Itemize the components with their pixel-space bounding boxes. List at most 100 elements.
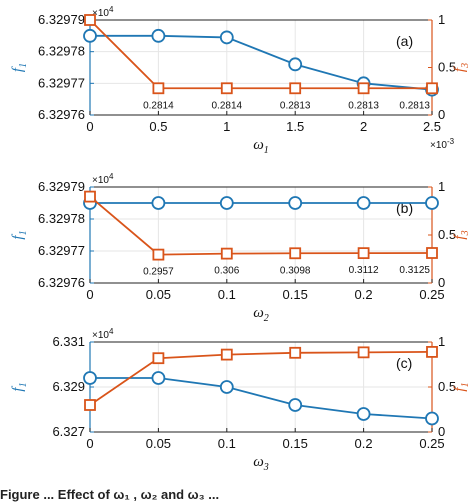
panel-3-series-1-point	[83, 371, 97, 385]
panel-1-label: (a)	[396, 33, 413, 49]
panel-1-data-label: 0.2813	[280, 100, 311, 111]
panel-2-xtick-label: 0.15	[283, 287, 308, 302]
panel-1-series-2-point	[84, 14, 96, 26]
panel-1-xtick-label: 0.5	[149, 119, 167, 134]
panel-2-series-2-point	[426, 247, 438, 259]
panel-1-xtick-label: 2.5	[423, 119, 441, 134]
panel-1-ytick-right-label: 1	[438, 12, 445, 27]
panel-1-series-2-line	[89, 19, 432, 90]
panel-2-xtick-label: 0.05	[146, 287, 171, 302]
panel-1-ytick-left-label: 6.32979	[38, 12, 85, 27]
panel-3-ytick-left-label: 6.327	[52, 424, 85, 439]
panel-2-series-1-point	[219, 196, 234, 210]
panel-1-xlabel: ω1	[253, 137, 269, 156]
panel-3-xlabel: ω3	[253, 454, 269, 473]
panel-3-series-1-point	[288, 398, 303, 412]
panel-2-series-1-point	[425, 196, 439, 210]
panel-3-series-1-point	[219, 380, 234, 394]
panel-2-xtick-label: 0	[86, 287, 93, 302]
panel-2-series-2-point	[357, 247, 370, 260]
panel-2-ytick-right-label: 0.5	[438, 227, 456, 242]
panel-1-series-2-point	[357, 82, 370, 95]
panel-3-xtick-label: 0.15	[283, 436, 308, 451]
panel-3-series-2-point	[152, 352, 165, 365]
panel-2-ytick-left-label: 6.32979	[38, 179, 85, 194]
panel-3-ylabel-left: f1	[10, 382, 29, 391]
panel-1-ylabel-left: f1	[10, 63, 29, 72]
panel-1-series-1-line	[90, 34, 433, 91]
panel-1-series-2-point	[220, 82, 233, 95]
panel-2-series-2-point	[152, 248, 165, 261]
panel-1-series-2-point	[426, 82, 438, 95]
panel-3-series-2-point	[426, 345, 438, 358]
panel-1-xtick-label: 1	[223, 119, 230, 134]
panel-3-y-exponent: ×104	[92, 327, 114, 341]
panel-2-series-1-point	[356, 196, 371, 210]
panel-2-ylabel-right: f3	[452, 230, 471, 239]
panel-3-series-2-point	[220, 348, 233, 361]
figure-caption: Figure ... Effect of ω₁ , ω₂ and ω₃ ...	[0, 487, 219, 502]
panel-2-series-2-point	[84, 190, 96, 203]
panel-3-xtick-label: 0.1	[218, 436, 236, 451]
panel-1-series-2-point	[152, 82, 165, 95]
panel-2-ytick-right-label: 0	[438, 275, 445, 290]
panel-2-series-2-line	[89, 195, 433, 256]
panel-1-ylabel-right: f3	[452, 63, 471, 72]
panel-2-ytick-left-label: 6.32976	[38, 275, 85, 290]
panel-1-series-2-point	[289, 82, 302, 95]
panel-1-xtick-label: 0	[86, 119, 93, 134]
panel-2-data-label: 0.3112	[349, 265, 379, 276]
panel-2-ytick-left-label: 6.32978	[38, 211, 85, 226]
panel-1-ytick-right-label: 0	[438, 107, 445, 122]
panel-1-data-label: 0.2814	[212, 100, 243, 111]
panel-1-xtick-label: 2	[360, 119, 367, 134]
panel-2-data-label: 0.3098	[280, 265, 311, 276]
panel-1-series-1-point	[219, 30, 234, 45]
panel-3-ytick-right-label: 0.5	[438, 379, 456, 394]
panel-1-series-1-point	[83, 28, 97, 43]
panel-1-xtick-label: 1.5	[286, 119, 304, 134]
panel-3-series-1-point	[356, 407, 371, 421]
panel-3-ytick-left-label: 6.331	[52, 334, 85, 349]
panel-3-series-1-point	[425, 411, 439, 426]
panel-1-ytick-left-label: 6.32978	[38, 44, 85, 59]
panel-2-y-exponent: ×104	[92, 172, 114, 186]
panel-2-series-2-point	[289, 247, 302, 260]
panel-3-label: (c)	[396, 355, 412, 371]
panel-1-ytick-left-label: 6.32976	[38, 107, 85, 122]
panel-3-series-2-point	[289, 346, 302, 359]
panel-2-ylabel-left: f1	[10, 230, 29, 239]
panel-3-ytick-right-label: 1	[438, 334, 445, 349]
panel-1-ytick-right-label: 0.5	[438, 60, 456, 75]
panel-3-series-1-point	[151, 371, 166, 385]
panel-3-ylabel-right: f1	[452, 382, 471, 391]
panel-3-series-1-line	[90, 377, 433, 420]
panel-1-y-exponent: ×104	[92, 5, 114, 19]
panel-3-xtick-label: 0.2	[355, 436, 373, 451]
panel-3-series-2-line	[89, 351, 433, 406]
panel-2-xlabel: ω2	[253, 305, 269, 324]
panel-3-series-2-point	[84, 399, 96, 411]
panel-3-ytick-left-label: 6.329	[52, 379, 85, 394]
panel-3-xtick-label: 0.05	[146, 436, 171, 451]
panel-1-x-exponent: ×10-3	[430, 137, 455, 151]
panel-3-series-2-point	[357, 346, 370, 359]
panel-1-data-label: 0.2813	[399, 100, 430, 111]
panel-2-ytick-left-label: 6.32977	[38, 243, 85, 258]
panel-2-xtick-label: 0.1	[218, 287, 236, 302]
panel-1-data-label: 0.2813	[348, 100, 379, 111]
panel-1-ytick-left-label: 6.32977	[38, 75, 85, 90]
panel-2-xtick-label: 0.2	[355, 287, 373, 302]
panel-3-ytick-right-label: 0	[438, 424, 445, 439]
panel-3-xtick-label: 0	[86, 436, 93, 451]
panel-1-series-1-point	[151, 28, 166, 43]
panel-1-series-1-point	[288, 57, 303, 72]
panel-3-xtick-label: 0.25	[419, 436, 444, 451]
panel-2-data-label: 0.306	[214, 266, 239, 277]
panel-2-series-1-point	[151, 196, 166, 210]
panel-1-data-label: 0.2814	[143, 100, 174, 111]
panel-2-label: (b)	[396, 200, 413, 216]
panel-2-xtick-label: 0.25	[419, 287, 444, 302]
panel-2-ytick-right-label: 1	[438, 179, 445, 194]
